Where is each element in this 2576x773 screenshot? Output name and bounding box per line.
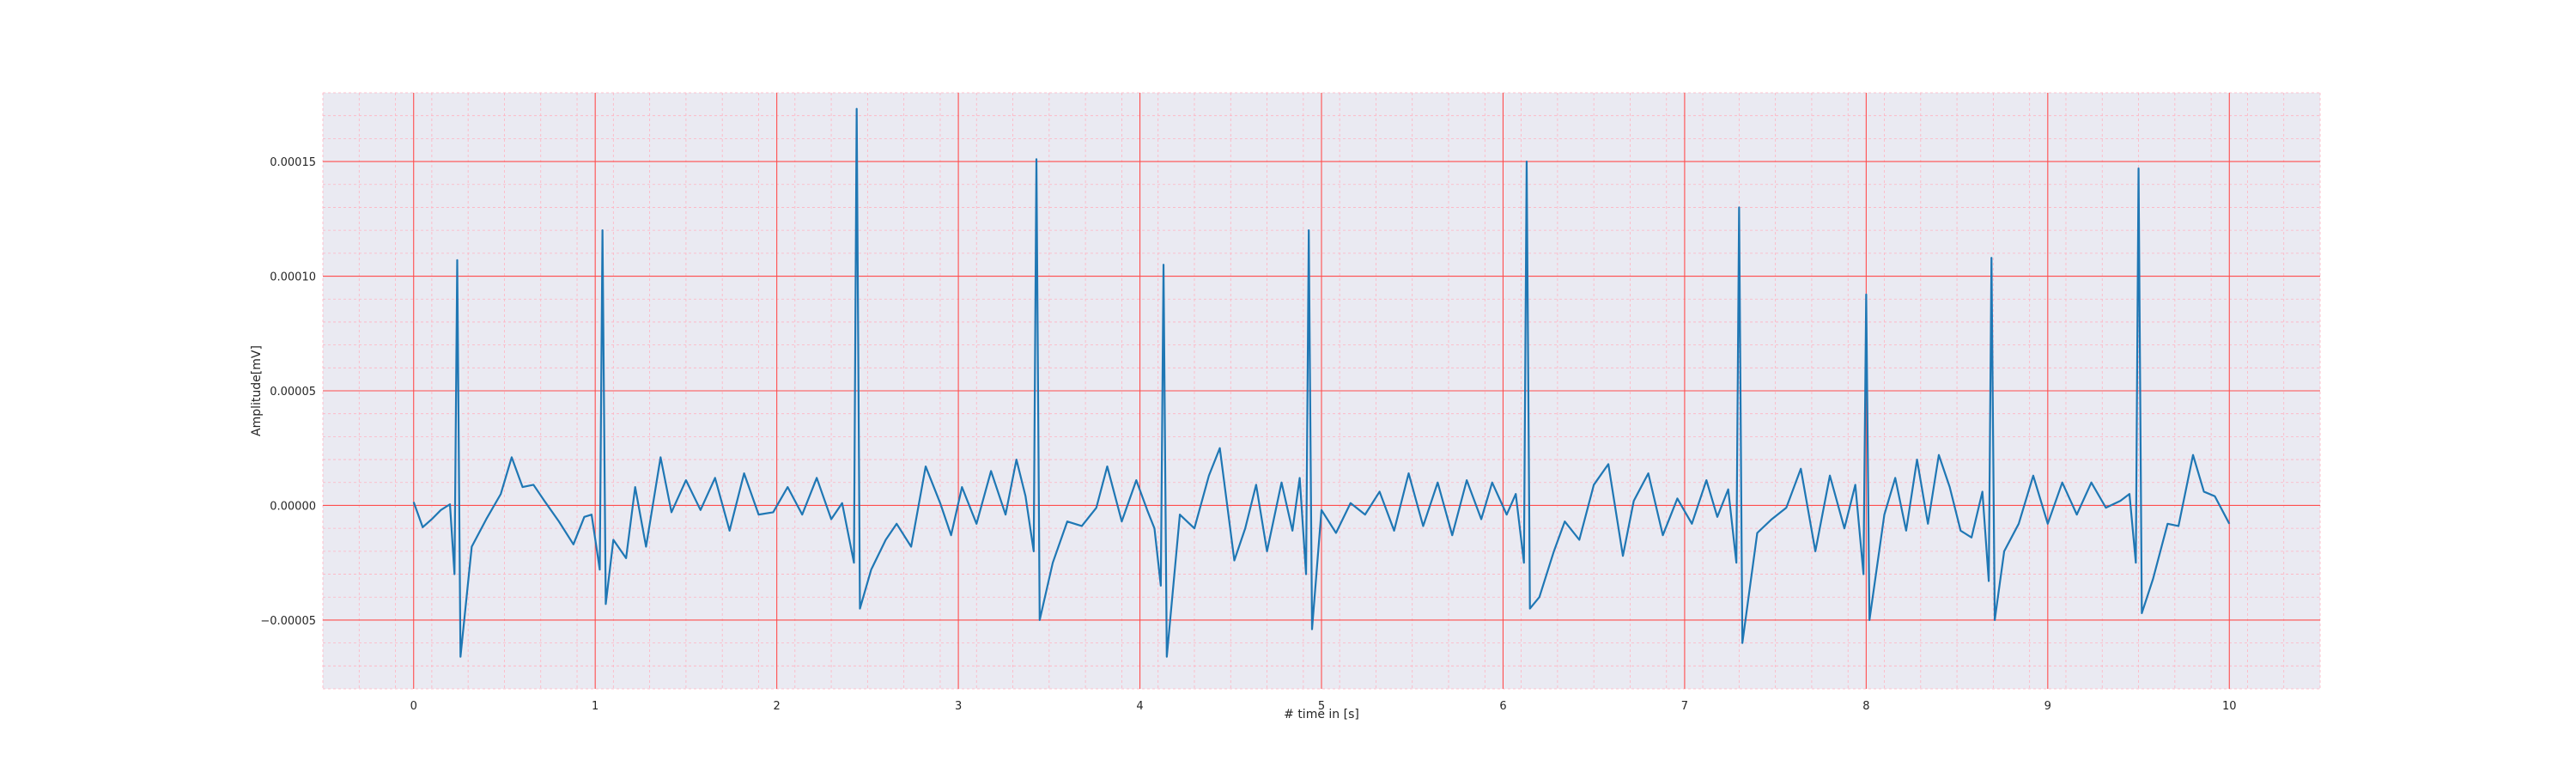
x-tick-label: 10: [2222, 700, 2237, 713]
x-axis-label: # time in [s]: [1284, 708, 1359, 721]
y-axis-label: Amplitude[mV]: [250, 345, 264, 436]
x-tick-label: 1: [592, 700, 598, 713]
x-axis-ticks: 0 1 2 3 4 5 6 7 8 9 10: [410, 700, 2237, 713]
series-layer: [412, 107, 2231, 658]
x-tick-label: 5: [1318, 700, 1325, 713]
x-tick-label: 6: [1499, 700, 1506, 713]
x-tick-label: 3: [955, 700, 962, 713]
major-grid: [323, 93, 2320, 689]
y-tick-label: 0.00005: [270, 386, 316, 399]
y-tick-label: 0.00010: [270, 271, 316, 284]
x-tick-label: 9: [2044, 700, 2051, 713]
y-tick-label: −0.00005: [260, 615, 316, 628]
y-axis-ticks: −0.00005 0.00000 0.00005 0.00010 0.00015: [260, 156, 316, 628]
x-tick-label: 4: [1136, 700, 1143, 713]
y-tick-label: 0.00015: [270, 156, 316, 169]
x-tick-label: 8: [1862, 700, 1869, 713]
x-tick-label: 7: [1681, 700, 1688, 713]
x-tick-label: 0: [410, 700, 417, 713]
ecg-signal-line: [412, 107, 2231, 658]
x-tick-label: 2: [773, 700, 780, 713]
y-tick-label: 0.00000: [270, 500, 316, 513]
